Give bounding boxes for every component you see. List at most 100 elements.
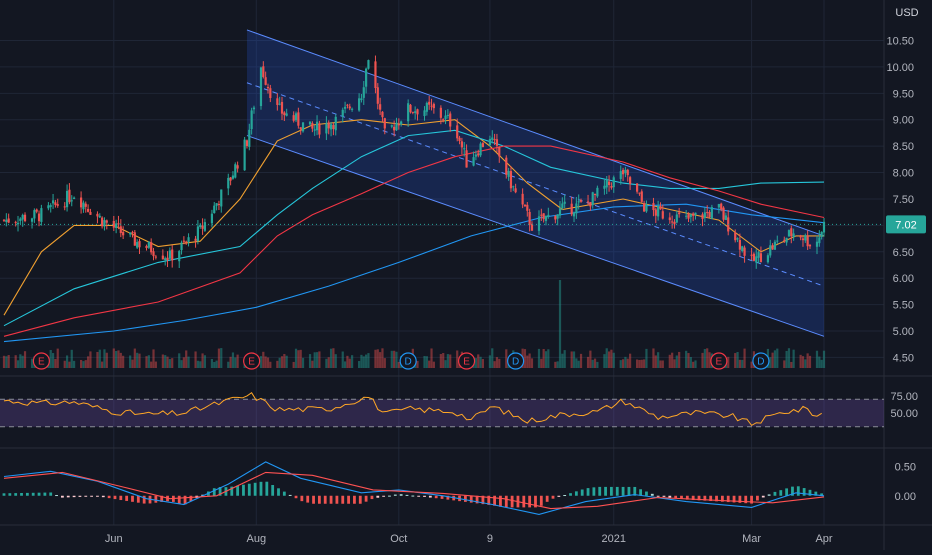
earnings-badge[interactable] xyxy=(243,352,261,370)
dividend-badge[interactable] xyxy=(507,352,525,370)
macd-histogram-bar xyxy=(393,494,397,496)
volume-bar xyxy=(231,352,235,368)
earnings-marker[interactable]: E xyxy=(32,352,50,370)
volume-bar xyxy=(607,351,611,368)
macd-histogram-bar xyxy=(650,493,654,496)
macd-histogram-bar xyxy=(101,495,105,498)
time-axis[interactable]: Jun Aug Oct 9 2021 Mar Apr xyxy=(105,533,833,545)
volume-bar xyxy=(346,355,349,368)
earnings-badge[interactable] xyxy=(710,352,728,370)
candle-body xyxy=(164,258,167,261)
macd-histogram-bar xyxy=(820,493,824,496)
candle-body xyxy=(318,123,321,135)
candle-body xyxy=(79,197,83,208)
macd-histogram-bar xyxy=(598,486,602,496)
volume-bar xyxy=(689,357,692,368)
volume-bar xyxy=(87,356,90,368)
candle-body xyxy=(792,233,795,238)
macd-histogram-bar xyxy=(49,492,53,496)
candle-body xyxy=(755,256,758,263)
candle-body xyxy=(19,218,22,221)
candle-body xyxy=(528,211,531,225)
price-tick-label: 9.50 xyxy=(893,88,914,100)
volume-bar xyxy=(787,348,791,368)
macd-histogram-bar xyxy=(353,495,356,504)
macd-histogram-bar xyxy=(300,495,304,502)
volume-bar xyxy=(657,352,660,368)
macd-histogram-bar xyxy=(534,495,537,508)
rsi-tick-label: 75.00 xyxy=(890,391,918,403)
candle-body xyxy=(563,201,566,204)
candle-body xyxy=(33,210,36,219)
candle-body xyxy=(308,121,312,125)
candle-body xyxy=(266,86,270,89)
candle-body xyxy=(720,203,723,210)
candle-body xyxy=(619,171,622,179)
macd-histogram-bar xyxy=(125,495,129,501)
volume-bar xyxy=(596,361,599,368)
macd-histogram-bar xyxy=(136,495,140,503)
price-tick-label: 10.50 xyxy=(886,35,914,47)
macd-histogram-bar xyxy=(469,495,473,503)
candle-body xyxy=(446,114,449,116)
earnings-marker[interactable]: E xyxy=(457,352,476,370)
candle-body xyxy=(750,254,753,256)
candle-body xyxy=(2,219,6,221)
volume-bar xyxy=(164,355,167,368)
dividend-marker[interactable]: D xyxy=(399,352,417,370)
volume-bar xyxy=(152,349,155,368)
volume-bar xyxy=(215,360,218,368)
candle-body xyxy=(70,200,73,202)
channel-fill xyxy=(246,29,825,337)
volume-bar xyxy=(194,351,197,368)
channel-upper-line[interactable] xyxy=(246,29,825,237)
candle-body xyxy=(407,103,410,122)
time-tick-label: Aug xyxy=(247,533,267,545)
volume-bar xyxy=(19,354,22,368)
price-candles xyxy=(2,55,826,269)
dividend-marker[interactable]: D xyxy=(507,352,525,370)
rsi-panel xyxy=(0,391,884,428)
candle-body xyxy=(51,200,55,204)
volume-bar xyxy=(804,359,807,368)
candle-body xyxy=(589,202,592,207)
candle-body xyxy=(521,193,524,205)
rsi-axis: 75.00 50.00 xyxy=(890,391,918,420)
volume-bar xyxy=(101,361,104,368)
candle-body xyxy=(299,127,302,130)
dividend-marker[interactable]: D xyxy=(752,352,770,370)
volume-bar xyxy=(315,352,319,368)
candle-body xyxy=(47,205,50,209)
volume-bar xyxy=(117,350,120,368)
earnings-marker[interactable]: E xyxy=(710,352,728,370)
moving-average-line xyxy=(3,129,825,327)
candle-body xyxy=(804,235,807,241)
volume-bar xyxy=(383,358,386,368)
volume-bar xyxy=(792,349,795,368)
volume-bar xyxy=(70,349,73,368)
dividend-badge[interactable] xyxy=(399,352,417,370)
earnings-badge[interactable] xyxy=(32,352,50,370)
candle-body xyxy=(458,137,461,141)
candle-body xyxy=(444,115,447,119)
candle-body xyxy=(332,125,335,130)
dividend-badge[interactable] xyxy=(752,352,770,370)
volume-bar xyxy=(161,354,164,368)
volume-bar xyxy=(530,358,534,368)
volume-bar xyxy=(785,350,788,368)
candle-body xyxy=(131,231,134,233)
candle-body xyxy=(194,238,197,241)
volume-bar xyxy=(84,360,87,368)
volume-bar xyxy=(479,356,482,368)
macd-histogram-bar xyxy=(212,488,216,496)
earnings-badge[interactable] xyxy=(457,352,476,370)
volume-bar xyxy=(685,350,688,368)
volume-bar xyxy=(318,351,321,368)
earnings-marker[interactable]: E xyxy=(243,352,261,370)
volume-bar xyxy=(308,354,312,368)
candle-body xyxy=(161,255,164,260)
